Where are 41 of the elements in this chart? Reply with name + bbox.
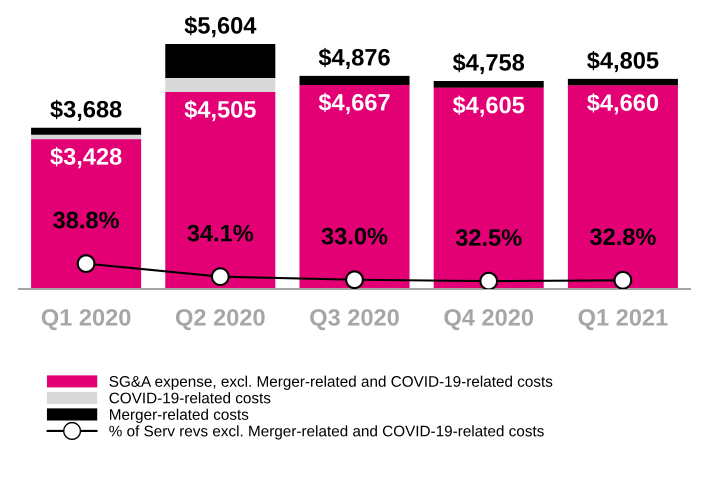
bar [434,80,544,88]
point [345,270,364,289]
point [76,254,96,274]
x-tick-label: Q1 2020 [42,309,130,330]
x-tick-label: Q4 2020 [444,309,534,330]
data-label: $3,428 [50,147,122,168]
bar [568,78,678,86]
data-label: $4,605 [452,96,524,117]
total-label: $5,604 [184,16,256,38]
point [479,272,498,289]
legend-label: COVID-19-related costs [110,392,270,404]
bar [165,78,276,92]
data-label: $4,667 [318,92,390,114]
data-label: $4,505 [184,100,256,122]
point [614,270,632,289]
bar [165,92,276,289]
legend-label: % of Serv revs excl. Merger-related and COVID-19-related costs [109,425,544,440]
bar [31,128,142,135]
data-label: $4,660 [587,93,658,114]
data-label: 32.8% [590,228,656,246]
data-label: 33.0% [322,228,388,245]
data-label: 34.1% [187,224,254,242]
x-tick-label: Q3 2020 [310,309,399,330]
bar [299,76,410,85]
bar [568,85,678,289]
bar [165,44,276,78]
x-tick-label: Q1 2021 [578,309,668,330]
point [210,267,230,286]
bar [299,84,410,289]
data-label: 32.5% [456,229,522,246]
total-label: $4,805 [587,50,658,72]
total-label: $4,876 [318,48,390,70]
bar [31,139,142,289]
x-tick-label: Q2 2020 [176,309,265,330]
bar [434,88,544,289]
total-label: $4,758 [452,53,524,74]
data-label: 38.8% [53,212,119,228]
total-label: $3,688 [50,100,122,121]
bar [31,134,142,140]
legend-label: Merger-related costs [110,408,248,423]
legend-label: SG&A expense, excl. Merger-related and COVID-19-related costs [109,376,552,390]
